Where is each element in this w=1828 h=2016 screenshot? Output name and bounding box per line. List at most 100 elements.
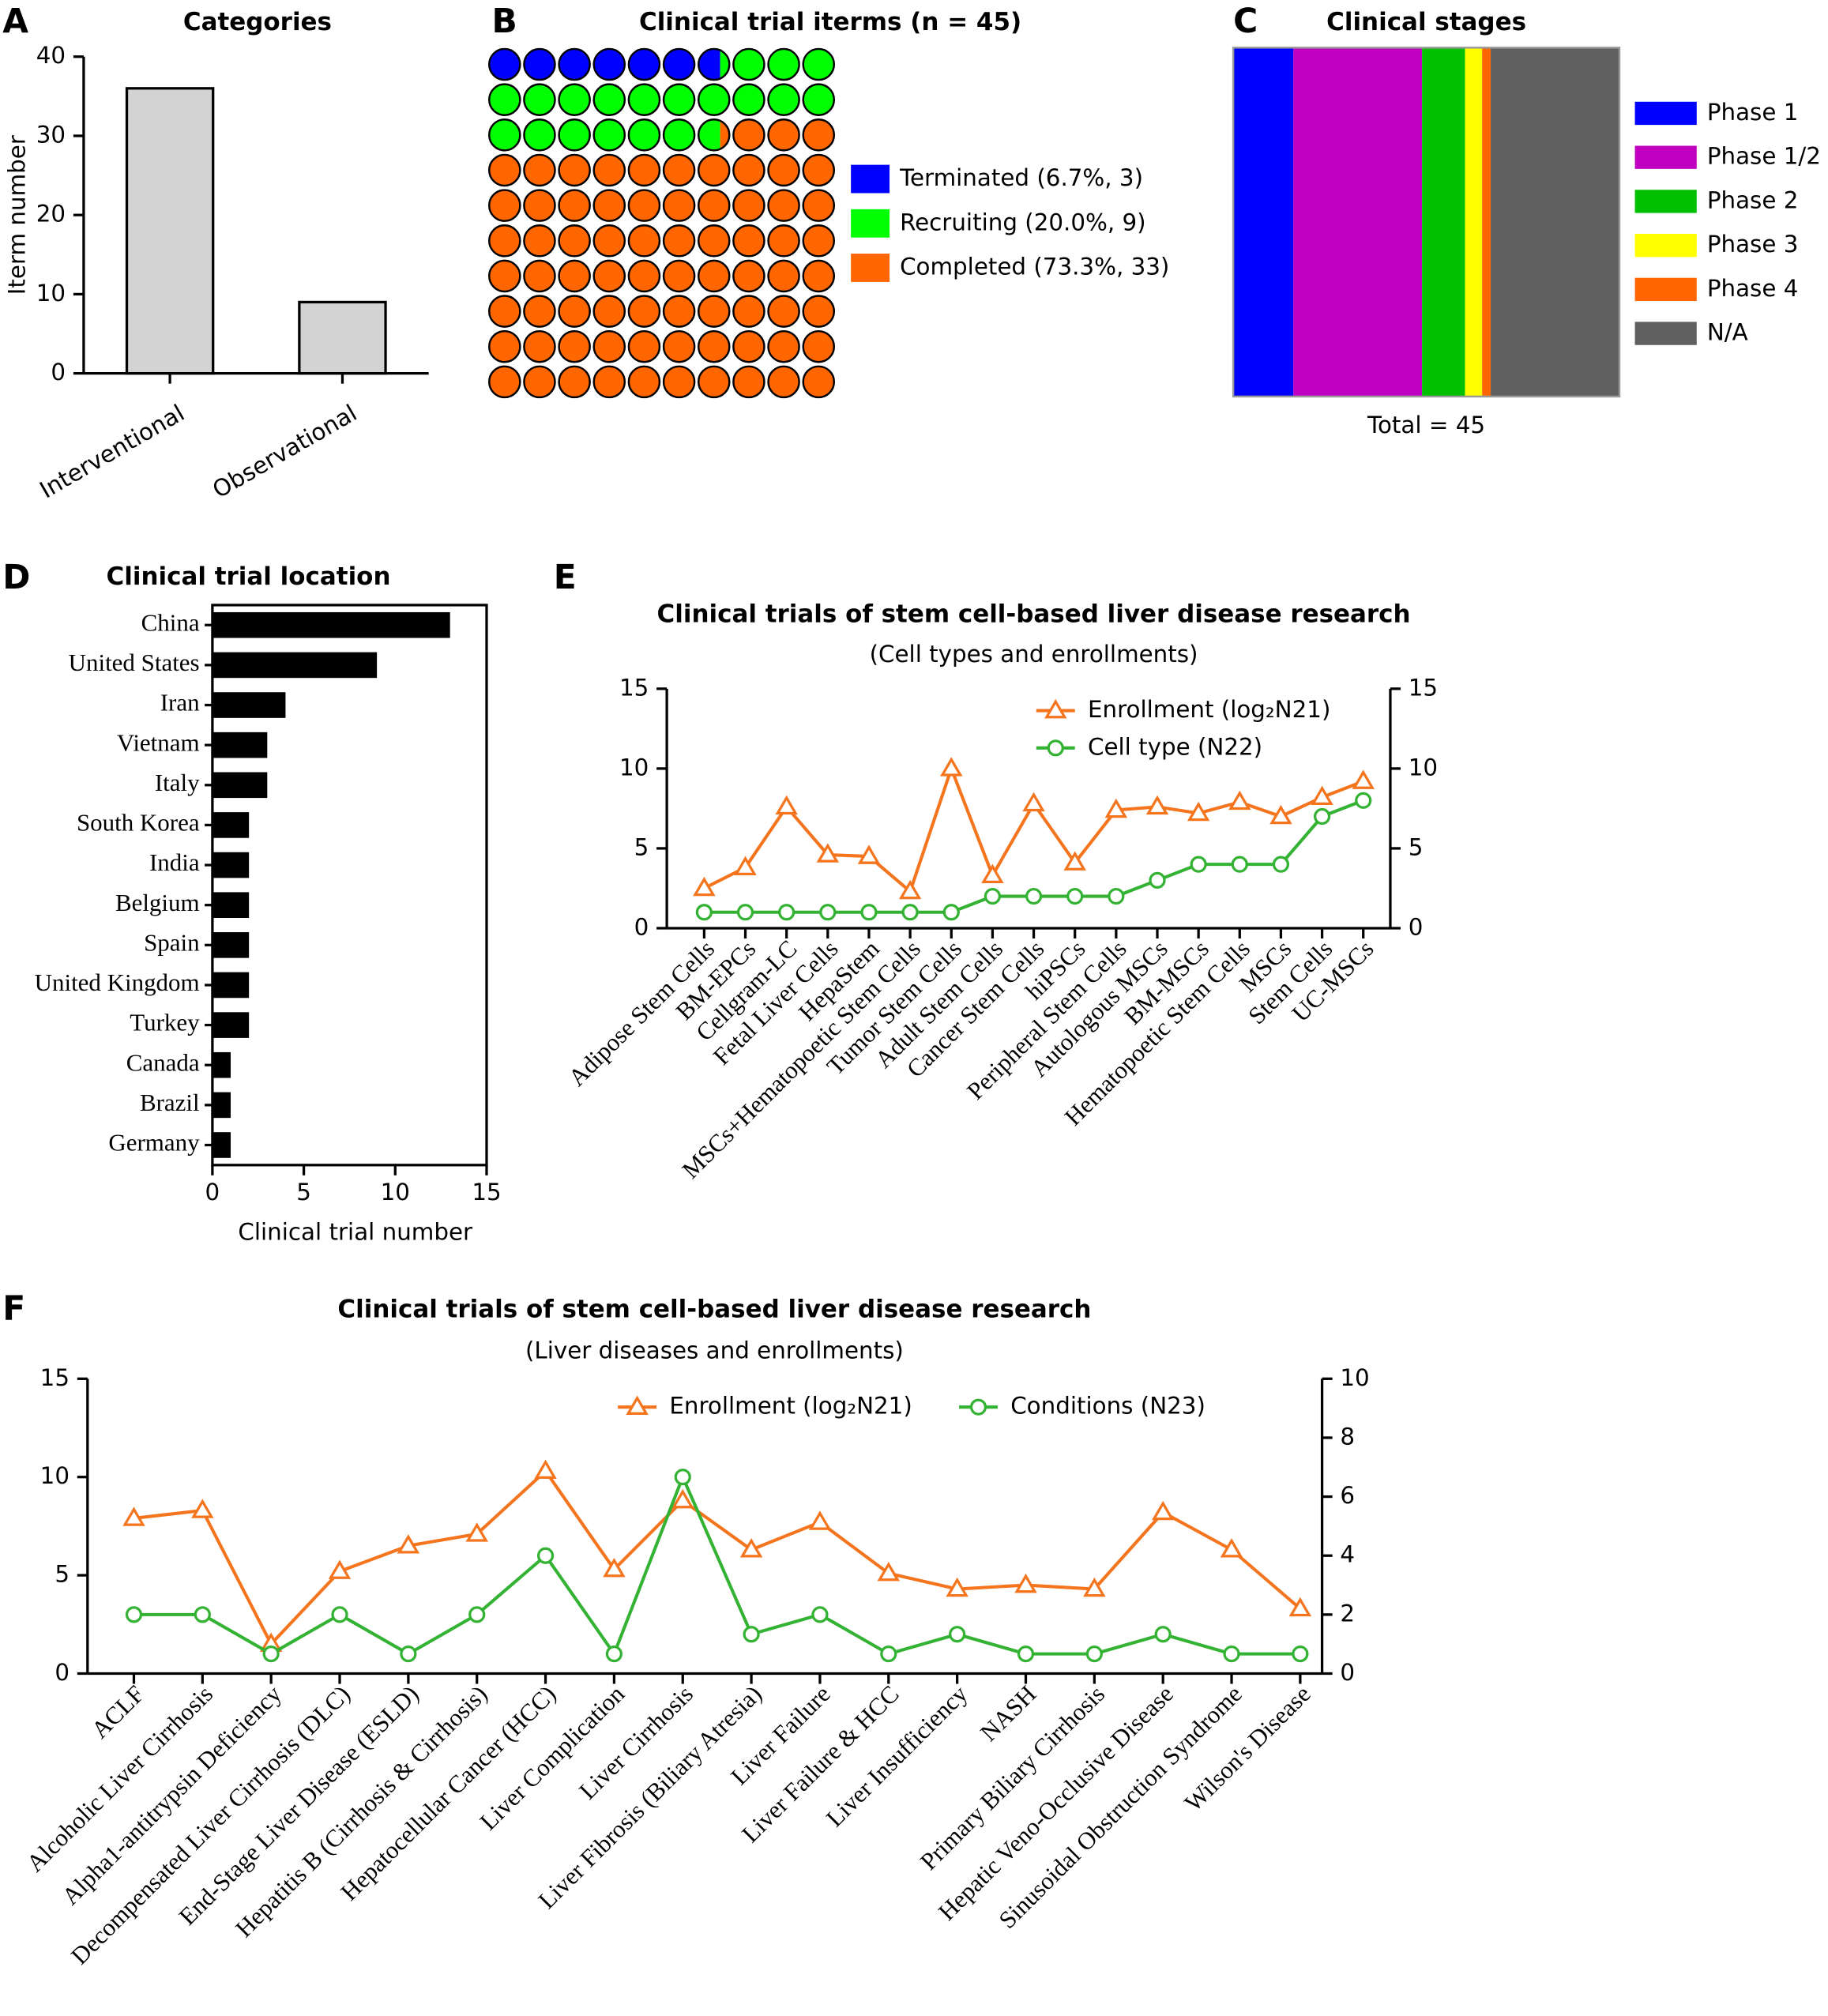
waffle-outline <box>627 365 661 399</box>
circle-marker <box>880 1646 897 1663</box>
y-tick-label: 4 <box>1340 1541 1355 1568</box>
stack-segment <box>1233 47 1294 397</box>
y-tick-label: 0 <box>51 359 66 386</box>
panel-letter: F <box>2 1288 25 1327</box>
waffle-outline <box>732 329 765 363</box>
waffle-outline <box>662 47 696 81</box>
waffle-outline <box>627 153 661 187</box>
legend-swatch <box>1634 145 1697 169</box>
triangle-marker <box>877 1561 901 1582</box>
waffle-outline <box>488 118 521 152</box>
y-tick-label: Vietnam <box>117 728 200 756</box>
waffle-outline <box>767 329 800 363</box>
triangle-marker <box>946 1577 969 1597</box>
circle-marker <box>1154 1626 1172 1643</box>
waffle-outline <box>558 365 591 399</box>
circle-marker <box>1190 856 1207 873</box>
legend-label: Enrollment (log₂N21) <box>1088 696 1330 723</box>
y-tick-label: 6 <box>1340 1482 1355 1509</box>
waffle-outline <box>802 83 836 116</box>
waffle-outline <box>802 365 836 399</box>
legend-label: Conditions (N23) <box>1010 1393 1206 1420</box>
waffle-outline <box>627 83 661 116</box>
chart-title: Clinical trials of stem cell-based liver… <box>337 1295 1091 1323</box>
triangle-marker <box>734 856 757 875</box>
triangle-marker <box>1352 769 1375 789</box>
circle-marker <box>778 904 796 921</box>
waffle-outline <box>697 224 731 258</box>
triangle-marker <box>1269 804 1292 825</box>
triangle-marker <box>603 1558 626 1578</box>
x-tick-label: 15 <box>472 1179 501 1205</box>
circle-marker <box>1272 856 1290 873</box>
x-tick-label: Wilson's Disease <box>1179 1680 1316 1817</box>
y-axis-label: Iterm number <box>3 134 30 295</box>
y-tick-label: 10 <box>1409 754 1438 780</box>
x-tick-label: 10 <box>381 1179 410 1205</box>
waffle-outline <box>592 295 626 328</box>
waffle-outline <box>732 365 765 399</box>
waffle-outline <box>627 295 661 328</box>
panel-letter: E <box>554 558 577 596</box>
circle-marker <box>1223 1646 1240 1663</box>
triangle-marker <box>981 863 1004 884</box>
waffle-outline <box>662 224 696 258</box>
waffle-outline <box>767 259 800 293</box>
y-tick-label: Belgium <box>115 889 200 916</box>
waffle-outline <box>558 47 591 81</box>
waffle-outline <box>802 47 836 81</box>
waffle-outline <box>523 259 556 293</box>
waffle-outline <box>662 153 696 187</box>
bar <box>212 1012 250 1038</box>
x-axis-label: Total = 45 <box>1367 412 1485 438</box>
x-tick-label: 5 <box>296 1179 311 1205</box>
triangle-marker <box>1187 801 1210 822</box>
circle-marker <box>901 904 919 921</box>
bar <box>125 87 215 375</box>
waffle-outline <box>523 224 556 258</box>
triangle-marker <box>1311 785 1333 806</box>
legend-label: Recruiting (20.0%, 9) <box>900 209 1146 235</box>
legend-swatch <box>1634 190 1697 213</box>
circle-marker <box>949 1626 966 1643</box>
waffle-outline <box>767 224 800 258</box>
series-line <box>134 1473 1300 1657</box>
bar <box>212 972 250 999</box>
y-tick-label: India <box>149 848 200 876</box>
bar <box>212 611 450 638</box>
waffle-outline <box>697 365 731 399</box>
legend-label: Phase 1/2 <box>1707 143 1821 170</box>
waffle-outline <box>592 224 626 258</box>
triangle-marker <box>940 757 963 777</box>
y-tick-label: 30 <box>36 121 66 148</box>
circle-marker <box>1231 856 1248 873</box>
circle-marker <box>1066 887 1084 905</box>
circle-marker <box>736 904 754 921</box>
x-tick-label: Hepatitis B (Cirrhosis & Cirrhosis) <box>230 1680 492 1943</box>
waffle-outline <box>488 259 521 293</box>
legend-label: Phase 2 <box>1707 186 1799 213</box>
waffle-outline <box>523 329 556 363</box>
waffle-outline <box>488 83 521 116</box>
circle-marker <box>605 1646 622 1663</box>
waffle-outline <box>592 259 626 293</box>
y-tick-label: Iran <box>160 689 200 717</box>
legend-swatch <box>851 164 890 194</box>
y-tick-label: 8 <box>1340 1423 1355 1450</box>
bar <box>298 300 387 375</box>
chart-title: Clinical stages <box>1326 8 1526 36</box>
chart-title: Clinical trial location <box>107 562 391 591</box>
circle-marker <box>969 1398 987 1416</box>
y-tick-label: 10 <box>619 754 649 780</box>
circle-marker <box>1085 1646 1103 1663</box>
legend-label: N/A <box>1707 319 1748 346</box>
waffle-outline <box>697 329 731 363</box>
circle-marker <box>695 904 713 921</box>
waffle-outline <box>488 224 521 258</box>
waffle-outline <box>558 329 591 363</box>
y-tick-label: 0 <box>1340 1659 1355 1686</box>
waffle-outline <box>627 224 661 258</box>
waffle-outline <box>627 329 661 363</box>
legend-label: Phase 3 <box>1707 231 1799 258</box>
